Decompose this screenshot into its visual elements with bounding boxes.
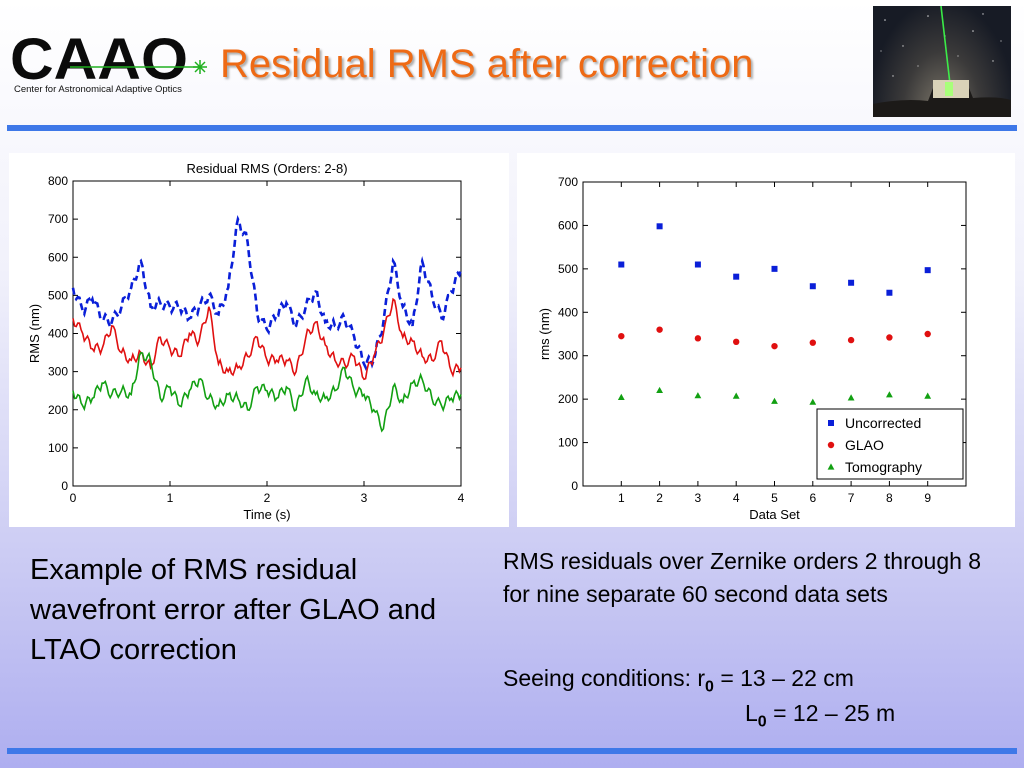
glao-point: [694, 335, 702, 342]
y-tick-label: 100: [48, 441, 68, 455]
tomography-point: [656, 386, 663, 394]
glao-point: [809, 339, 816, 346]
uncorrected-point: [771, 265, 778, 272]
time-series-chart: 0 1 2 3 4 0 100 200 300 400 500 600 700 800 Residual R…: [27, 161, 465, 522]
L0-value: = 12 – 25 m: [773, 700, 896, 726]
chart-title: Residual RMS (Orders: 2-8): [186, 161, 347, 176]
x-axis-label: Time (s): [243, 507, 290, 522]
L0-subscript: 0: [757, 713, 767, 731]
x-tick-label: 8: [886, 491, 893, 505]
series-line-0: [71, 215, 463, 372]
uncorrected-point: [886, 289, 893, 296]
y-axis-label: RMS (nm): [27, 304, 42, 363]
legend-label-glao: GLAO: [845, 437, 884, 453]
seeing-label: Seeing conditions: r: [503, 665, 706, 691]
tomography-point: [617, 393, 625, 401]
uncorrected-point: [924, 267, 931, 274]
y-tick-label: 300: [558, 349, 578, 363]
tomography-point: [809, 398, 817, 405]
L0-label: L: [745, 700, 758, 726]
glao-point: [733, 338, 740, 346]
seeing-L0: L0 = 12 – 25 m: [745, 700, 895, 732]
uncorrected-point: [656, 223, 663, 230]
seeing-r0: Seeing conditions: r0 = 13 – 22 cm: [503, 665, 854, 697]
uncorrected-point: [733, 273, 740, 280]
x-tick-label: 4: [733, 491, 740, 505]
x-tick-label: 4: [458, 491, 465, 505]
uncorrected-point: [618, 261, 625, 268]
legend-label-tomography: Tomography: [845, 459, 922, 475]
scatter-panel: 1 2 3 4 5 6 7 8 9 0 100 200 300 400 500 600 700 Data Set r…: [517, 153, 1015, 527]
legend-label-uncorrected: Uncorrected: [845, 415, 921, 431]
y-tick-label: 600: [48, 250, 68, 264]
tomography-point: [694, 392, 702, 399]
y-tick-label: 700: [48, 212, 68, 226]
x-tick-label: 3: [361, 491, 368, 505]
x-tick-label: 2: [264, 491, 271, 505]
y-tick-label: 500: [48, 288, 68, 302]
tomography-point: [732, 392, 740, 399]
x-tick-label: 0: [70, 491, 77, 505]
telescope-laser-photo: [873, 6, 1011, 117]
caption-left: Example of RMS residual wavefront error …: [30, 554, 437, 666]
slide-title: Residual RMS after correction: [220, 42, 754, 86]
tomography-point: [886, 391, 893, 398]
y-tick-label: 700: [558, 175, 578, 189]
logo-star-icon: [193, 60, 207, 74]
x-tick-label: 9: [924, 491, 931, 505]
glao-point: [618, 332, 625, 340]
glao-point: [771, 342, 778, 350]
tomography-point: [847, 394, 855, 401]
glao-point: [886, 334, 893, 341]
y-tick-label: 800: [48, 174, 68, 188]
series-line-2: [72, 351, 462, 433]
tomography-point: [771, 397, 778, 404]
x-axis-label: Data Set: [749, 507, 800, 522]
y-tick-label: 0: [571, 479, 578, 493]
uncorrected-point: [694, 261, 701, 268]
logo-subtitle: Center for Astronomical Adaptive Optics: [14, 84, 182, 95]
y-axis-label: rms (nm): [537, 308, 552, 360]
bottom-divider: [7, 748, 1017, 754]
caao-logo: CAAO: [10, 34, 207, 92]
logo-wordmark: CAAO: [10, 34, 188, 92]
series-line-1: [72, 297, 462, 381]
glao-point: [656, 326, 663, 333]
legend-marker-tomography: [827, 463, 835, 470]
uncorrected-point: [848, 279, 855, 286]
r0-value: = 13 – 22 cm: [720, 665, 854, 691]
scatter-chart: 1 2 3 4 5 6 7 8 9 0 100 200 300 400 500 600 700 Data Set r…: [537, 175, 967, 522]
y-tick-label: 400: [48, 327, 68, 341]
x-tick-label: 2: [656, 491, 663, 505]
legend-marker-glao: [827, 441, 835, 449]
x-tick-label: 6: [809, 491, 816, 505]
glao-point: [924, 330, 931, 338]
glao-point: [847, 336, 855, 344]
y-tick-label: 200: [558, 392, 578, 406]
top-divider: [7, 125, 1017, 131]
x-tick-label: 5: [771, 491, 778, 505]
y-tick-label: 300: [48, 365, 68, 379]
x-tick-label: 3: [695, 491, 702, 505]
plot-area: [72, 180, 462, 487]
x-tick-label: 1: [618, 491, 625, 505]
y-tick-label: 100: [558, 436, 578, 450]
y-tick-label: 600: [558, 218, 578, 232]
legend-box: [816, 408, 964, 480]
y-tick-label: 0: [61, 479, 68, 493]
x-tick-label: 7: [848, 491, 855, 505]
uncorrected-point: [809, 283, 816, 290]
y-tick-label: 400: [558, 305, 578, 319]
r0-subscript: 0: [705, 678, 714, 696]
x-tick-label: 1: [167, 491, 174, 505]
time-series-panel: 0 1 2 3 4 0 100 200 300 400 500 600 700 800 Residual R…: [9, 153, 509, 527]
y-tick-label: 200: [48, 403, 68, 417]
y-tick-label: 500: [558, 262, 578, 276]
legend-marker-uncorrected: [828, 420, 834, 426]
caption-right: RMS residuals over Zernike orders 2 thro…: [503, 548, 982, 607]
tomography-point: [924, 392, 932, 399]
